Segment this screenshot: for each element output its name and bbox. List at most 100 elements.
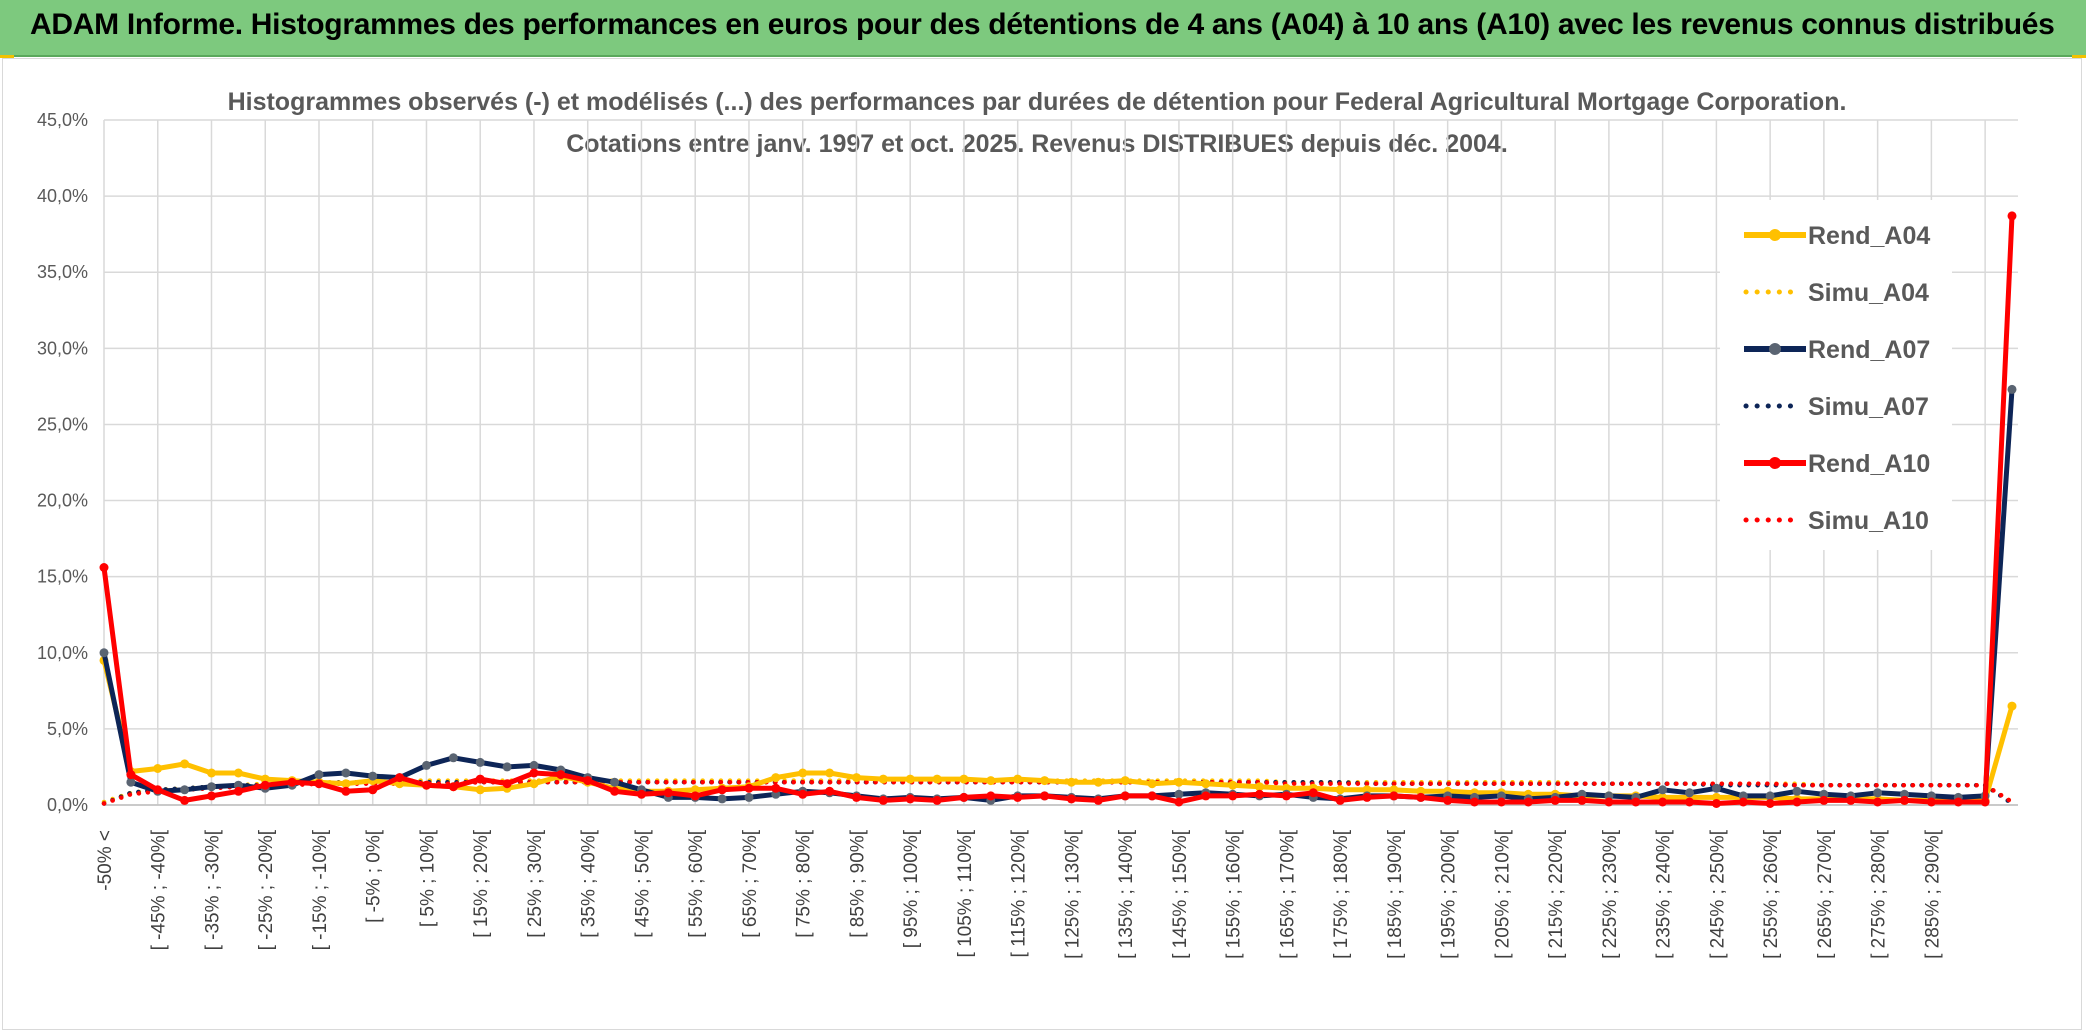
data-point — [502, 779, 512, 789]
data-point — [663, 788, 673, 798]
data-point — [1792, 786, 1802, 796]
x-tick-label: [ 105% ; 110%[ — [955, 829, 976, 957]
data-point — [959, 792, 969, 802]
data-point — [422, 780, 431, 790]
x-tick-label: [ 5% ; 10%[ — [417, 829, 438, 927]
data-point — [448, 782, 458, 792]
legend-label: Simu_A07 — [1808, 393, 1929, 421]
data-point — [180, 795, 190, 805]
series-lines — [99, 211, 2017, 808]
x-tick-label: [ 55% ; 60%[ — [686, 829, 707, 937]
x-tick-label: [ 215% ; 220%[ — [1546, 829, 1567, 959]
y-tick-label: 10,0% — [37, 643, 88, 663]
data-point — [180, 785, 190, 795]
data-point — [180, 759, 190, 769]
data-point — [1093, 795, 1103, 805]
data-point — [287, 777, 297, 787]
data-point — [986, 791, 996, 801]
x-tick-label: [ 145% ; 150%[ — [1170, 829, 1191, 959]
data-point — [1873, 797, 1883, 807]
x-tick-label: [ 25% ; 30%[ — [525, 829, 546, 937]
y-tick-label: 15,0% — [37, 567, 88, 587]
data-point — [341, 786, 351, 796]
x-tick-label: [ 45% ; 50%[ — [632, 829, 653, 937]
x-tick-label: [ 185% ; 190%[ — [1385, 829, 1406, 959]
data-point — [1765, 799, 1775, 808]
y-tick-label: 40,0% — [37, 186, 88, 206]
x-tick-label: [ 85% ; 90%[ — [847, 829, 868, 937]
data-point — [1792, 797, 1802, 807]
data-point — [1470, 797, 1479, 807]
data-point — [852, 792, 861, 802]
data-point — [905, 794, 915, 804]
data-point — [1550, 795, 1560, 805]
corner-mark-left — [0, 55, 14, 58]
x-tick-label: [ 205% ; 210%[ — [1492, 829, 1513, 959]
legend-label: Simu_A10 — [1808, 507, 1929, 535]
x-tick-label: [ 235% ; 240%[ — [1654, 829, 1675, 959]
data-point — [1093, 777, 1103, 787]
data-point — [1389, 791, 1399, 801]
x-tick-label: [ 35% ; 40%[ — [579, 829, 600, 937]
data-point — [959, 774, 969, 784]
data-point — [1147, 779, 1157, 789]
data-point — [932, 795, 942, 805]
y-tick-label: 45,0% — [37, 110, 88, 130]
x-tick-label: [ -5% ; 0%[ — [364, 829, 385, 923]
data-point — [99, 563, 109, 572]
y-tick-label: 0,0% — [47, 795, 88, 815]
data-point — [825, 786, 835, 796]
corner-mark-right — [2072, 55, 2086, 58]
data-point — [126, 770, 136, 780]
data-point — [798, 789, 808, 799]
x-tick-label: [ -15% ; -10%[ — [310, 829, 331, 950]
data-point — [1443, 795, 1453, 805]
data-point — [1416, 792, 1426, 802]
chart-title-line1: Histogrammes observés (-) et modélisés (… — [228, 88, 1847, 116]
data-point — [207, 768, 216, 778]
data-point — [1658, 785, 1668, 795]
data-point — [368, 771, 378, 781]
legend-box — [1720, 200, 1952, 550]
data-point — [99, 648, 109, 658]
data-point — [1900, 795, 1909, 805]
data-point — [314, 770, 324, 780]
data-point — [502, 762, 512, 772]
data-point — [744, 792, 754, 802]
x-tick-label: [ 125% ; 130%[ — [1062, 829, 1083, 959]
data-point — [475, 757, 485, 767]
data-point — [2007, 211, 2017, 221]
data-point — [1174, 789, 1184, 799]
data-point — [1147, 791, 1157, 801]
data-point — [1631, 797, 1641, 807]
data-point — [1523, 797, 1533, 807]
legend: Rend_A04 Simu_A04 Rend_A07 Simu_A07 Rend_A10… — [1720, 200, 1952, 550]
data-point — [1685, 788, 1694, 798]
x-tick-label: [ 285% ; 290%[ — [1922, 829, 1943, 959]
x-tick-label: [ 135% ; 140%[ — [1116, 829, 1137, 959]
legend-item: Rend_A04 — [1744, 222, 1930, 250]
data-point — [1013, 792, 1023, 802]
x-tick-label: [ 275% ; 280%[ — [1869, 829, 1890, 959]
data-point — [717, 785, 727, 795]
y-tick-label: 35,0% — [37, 262, 88, 282]
data-point — [905, 774, 915, 784]
data-point — [1953, 797, 1963, 807]
data-point — [1577, 795, 1587, 805]
legend-item: Rend_A10 — [1744, 450, 1930, 478]
data-point — [1819, 795, 1829, 805]
y-tick-label: 20,0% — [37, 491, 88, 511]
data-point — [690, 791, 700, 801]
data-point — [1120, 776, 1130, 786]
data-point — [1362, 792, 1372, 802]
x-tick-label: [ -45% ; -40%[ — [149, 829, 170, 950]
y-tick-label: 30,0% — [37, 338, 88, 358]
x-tick-label: -50% < — [95, 830, 116, 891]
data-point — [529, 768, 539, 778]
data-point — [1846, 795, 1856, 805]
data-point — [233, 786, 243, 796]
data-point — [395, 773, 405, 783]
data-point — [1174, 777, 1184, 787]
data-point — [260, 780, 270, 790]
